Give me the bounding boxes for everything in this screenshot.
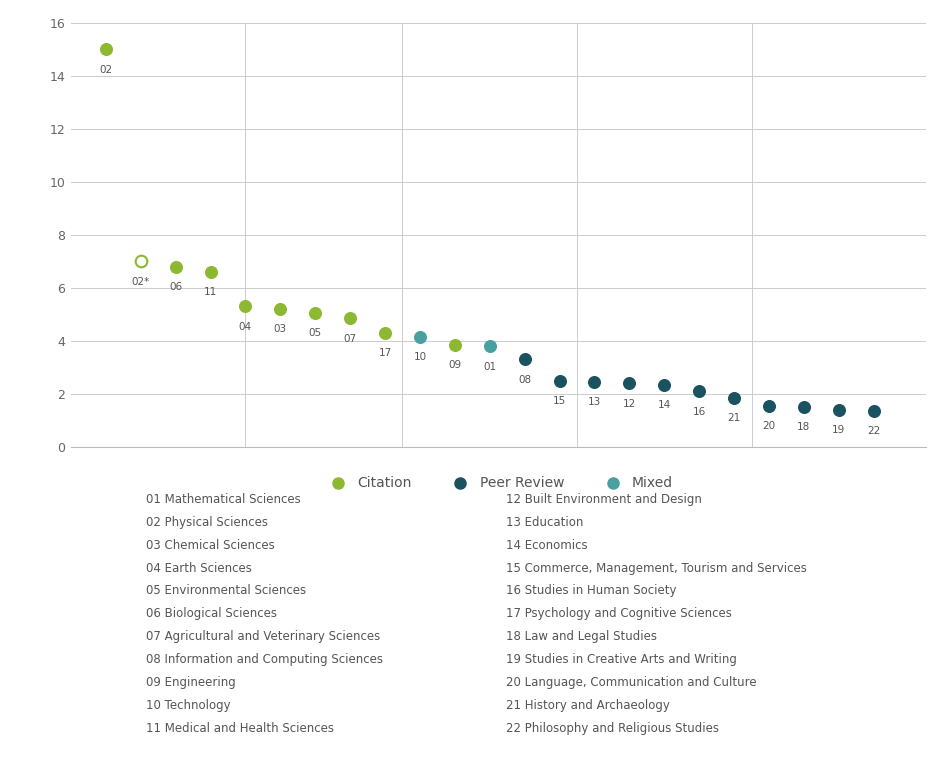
- Text: 02: 02: [99, 65, 112, 75]
- Point: [447, 338, 462, 351]
- Text: 12 Built Environment and Design: 12 Built Environment and Design: [505, 493, 700, 506]
- Point: [586, 376, 601, 388]
- Text: 09: 09: [447, 360, 461, 371]
- Text: 20: 20: [762, 421, 775, 431]
- Text: 18: 18: [797, 422, 810, 432]
- Text: 21 History and Archaeology: 21 History and Archaeology: [505, 699, 668, 712]
- Point: [308, 307, 323, 319]
- Text: 13: 13: [587, 397, 600, 407]
- Point: [98, 44, 113, 56]
- Point: [551, 374, 566, 387]
- Text: 08: 08: [517, 375, 531, 385]
- Legend: Citation, Peer Review, Mixed: Citation, Peer Review, Mixed: [318, 471, 678, 496]
- Point: [412, 331, 427, 343]
- Point: [273, 303, 288, 316]
- Text: 11 Medical and Health Sciences: 11 Medical and Health Sciences: [146, 722, 334, 735]
- Text: 06: 06: [169, 282, 182, 292]
- Text: 17: 17: [378, 348, 391, 358]
- Text: 08 Information and Computing Sciences: 08 Information and Computing Sciences: [146, 653, 383, 666]
- Point: [168, 261, 183, 273]
- Text: 15 Commerce, Management, Tourism and Services: 15 Commerce, Management, Tourism and Ser…: [505, 562, 805, 575]
- Point: [377, 327, 392, 339]
- Text: 17 Psychology and Cognitive Sciences: 17 Psychology and Cognitive Sciences: [505, 607, 731, 620]
- Point: [343, 312, 358, 325]
- Text: 05: 05: [309, 329, 322, 338]
- Text: 16 Studies in Human Society: 16 Studies in Human Society: [505, 584, 675, 597]
- Point: [203, 266, 218, 278]
- Text: 05 Environmental Sciences: 05 Environmental Sciences: [146, 584, 306, 597]
- Point: [481, 340, 497, 352]
- Text: 15: 15: [552, 396, 565, 406]
- Text: 04 Earth Sciences: 04 Earth Sciences: [146, 562, 252, 575]
- Text: 02*: 02*: [131, 277, 150, 286]
- Text: 21: 21: [727, 413, 740, 423]
- Point: [691, 385, 706, 397]
- Point: [238, 300, 253, 312]
- Point: [761, 400, 776, 412]
- Point: [133, 255, 148, 267]
- Text: 19 Studies in Creative Arts and Writing: 19 Studies in Creative Arts and Writing: [505, 653, 735, 666]
- Point: [516, 354, 531, 366]
- Text: 22: 22: [867, 426, 880, 436]
- Text: 10 Technology: 10 Technology: [146, 699, 231, 712]
- Text: 22 Philosophy and Religious Studies: 22 Philosophy and Religious Studies: [505, 722, 717, 735]
- Point: [656, 378, 671, 390]
- Point: [866, 405, 881, 417]
- Point: [831, 403, 846, 416]
- Text: 09 Engineering: 09 Engineering: [146, 676, 236, 689]
- Text: 12: 12: [622, 399, 635, 409]
- Text: 03 Chemical Sciences: 03 Chemical Sciences: [146, 539, 275, 552]
- Point: [726, 392, 741, 404]
- Text: 14: 14: [657, 400, 670, 410]
- Text: 04: 04: [239, 322, 252, 332]
- Text: 01 Mathematical Sciences: 01 Mathematical Sciences: [146, 493, 301, 506]
- Text: 20 Language, Communication and Culture: 20 Language, Communication and Culture: [505, 676, 755, 689]
- Text: 03: 03: [274, 325, 287, 335]
- Text: 10: 10: [413, 352, 426, 362]
- Point: [796, 401, 811, 413]
- Text: 06 Biological Sciences: 06 Biological Sciences: [146, 607, 278, 620]
- Text: 16: 16: [692, 406, 705, 416]
- Text: 02 Physical Sciences: 02 Physical Sciences: [146, 516, 268, 529]
- Text: 13 Education: 13 Education: [505, 516, 582, 529]
- Point: [621, 377, 636, 390]
- Text: 07: 07: [344, 334, 356, 344]
- Text: 14 Economics: 14 Economics: [505, 539, 586, 552]
- Text: 18 Law and Legal Studies: 18 Law and Legal Studies: [505, 630, 656, 643]
- Text: 07 Agricultural and Veterinary Sciences: 07 Agricultural and Veterinary Sciences: [146, 630, 380, 643]
- Text: 01: 01: [482, 361, 496, 371]
- Text: 11: 11: [204, 287, 217, 297]
- Text: 19: 19: [832, 425, 845, 435]
